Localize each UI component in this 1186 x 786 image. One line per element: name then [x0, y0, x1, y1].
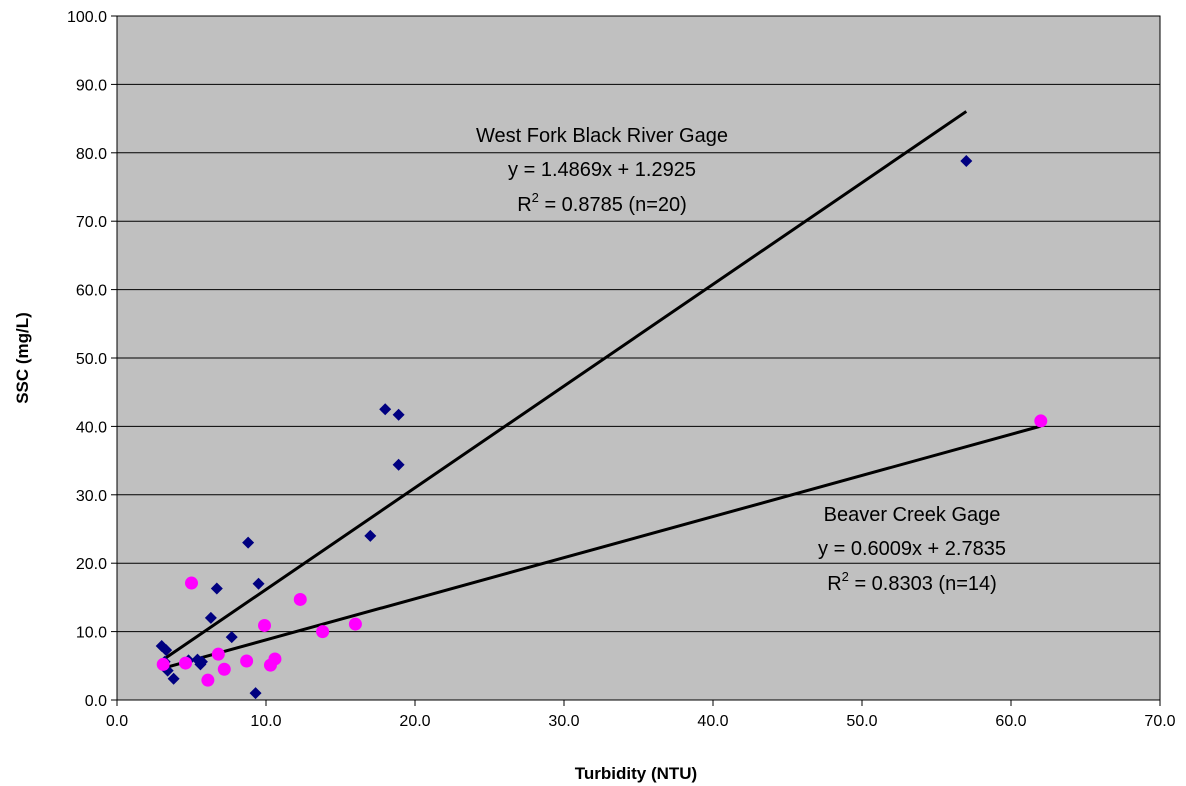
beaver-creek-point — [156, 657, 170, 671]
x-tick-label: 30.0 — [548, 713, 579, 730]
x-tick-label: 40.0 — [697, 713, 728, 730]
annotation-beaver-creek-r2: R2 = 0.8303 (n=14) — [827, 569, 997, 595]
y-tick-label: 80.0 — [76, 146, 107, 163]
y-tick-label: 30.0 — [76, 488, 107, 505]
beaver-creek-point — [211, 647, 225, 661]
west-fork-point — [364, 529, 377, 542]
west-fork-point — [960, 155, 973, 168]
west-fork-point — [379, 403, 392, 416]
beaver-creek-point — [179, 656, 193, 670]
west-fork-point — [204, 611, 217, 624]
beaver-creek-point — [316, 625, 330, 639]
west-fork-point — [242, 536, 255, 549]
annotation-beaver-creek-title: Beaver Creek Gage — [824, 504, 1001, 526]
x-tick-label: 60.0 — [995, 713, 1026, 730]
tick-labels: 0.010.020.030.040.050.060.070.080.090.01… — [67, 9, 1176, 730]
plot-border — [116, 15, 1161, 701]
west-fork-point — [160, 644, 173, 657]
beaver-creek-point — [268, 652, 282, 666]
annotation-west-fork-r2-sup: 2 — [532, 190, 539, 205]
y-tick-label: 60.0 — [76, 283, 107, 300]
west-fork-point — [225, 631, 238, 644]
beaver-creek-point — [348, 617, 362, 631]
x-axis-title: Turbidity (NTU) — [575, 764, 697, 783]
beaver-creek-point — [185, 576, 198, 590]
west-fork-point — [392, 458, 405, 471]
west-fork-point — [167, 672, 180, 685]
annotation-beaver-creek-r2-prefix: R — [827, 573, 841, 595]
west-fork-point — [252, 577, 265, 590]
annotation-beaver-creek-r2-suffix: = 0.8303 (n=14) — [849, 573, 997, 595]
y-tick-label: 0.0 — [85, 693, 107, 710]
data-points — [155, 155, 1048, 700]
beaver-creek-point — [293, 592, 307, 606]
y-tick-label: 20.0 — [76, 556, 107, 573]
x-tick-label: 20.0 — [399, 713, 430, 730]
beaver-creek-point — [217, 662, 231, 676]
annotation-west-fork-r2: R2 = 0.8785 (n=20) — [517, 190, 687, 216]
west-fork-point — [392, 408, 405, 421]
west-fork-point — [195, 655, 208, 668]
annotation-west-fork: West Fork Black River Gage y = 1.4869x +… — [476, 125, 728, 216]
y-tick-label: 40.0 — [76, 419, 107, 436]
x-tick-label: 0.0 — [106, 713, 128, 730]
annotation-west-fork-title: West Fork Black River Gage — [476, 125, 728, 147]
x-tick-label: 50.0 — [846, 713, 877, 730]
y-tick-label: 70.0 — [76, 214, 107, 231]
y-tick-label: 50.0 — [76, 351, 107, 368]
trendline-west-fork — [160, 110, 968, 662]
y-axis-title: SSC (mg/L) — [13, 312, 32, 404]
trendline-beaver-creek — [162, 424, 1042, 670]
annotation-west-fork-r2-prefix: R — [517, 194, 531, 216]
west-fork-point — [249, 687, 262, 700]
annotation-west-fork-r2-suffix: = 0.8785 (n=20) — [539, 194, 687, 216]
annotation-beaver-creek-equation: y = 0.6009x + 2.7835 — [818, 538, 1006, 560]
annotation-beaver-creek: Beaver Creek Gage y = 0.6009x + 2.7835 R… — [818, 504, 1006, 595]
west-fork-point — [210, 582, 223, 595]
annotation-west-fork-equation: y = 1.4869x + 1.2925 — [508, 159, 696, 181]
beaver-creek-point — [258, 618, 272, 632]
x-tick-label: 10.0 — [250, 713, 281, 730]
x-tick-label: 70.0 — [1144, 713, 1175, 730]
beaver-creek-point — [240, 654, 254, 668]
y-tick-label: 90.0 — [76, 77, 107, 94]
beaver-creek-point — [1034, 414, 1048, 428]
y-tick-label: 10.0 — [76, 625, 107, 642]
annotation-beaver-creek-r2-sup: 2 — [842, 569, 849, 584]
trendlines — [160, 110, 1042, 670]
beaver-creek-point — [201, 673, 215, 687]
y-tick-label: 100.0 — [67, 9, 107, 26]
axes — [111, 15, 1161, 706]
